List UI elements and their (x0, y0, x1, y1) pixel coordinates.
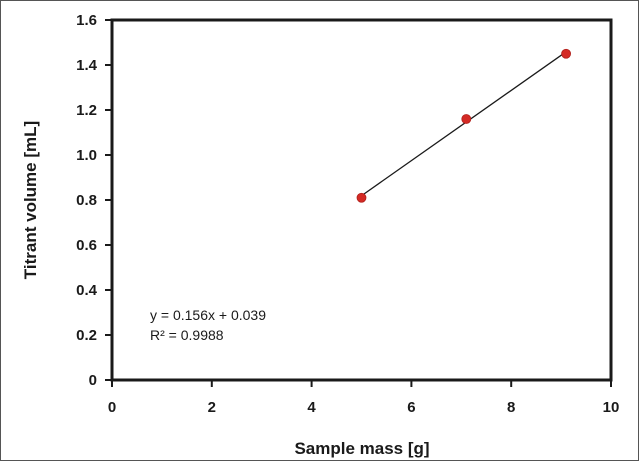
y-tick-label: 1.6 (76, 12, 97, 29)
data-point (461, 114, 472, 124)
y-tick-label: 1.0 (76, 147, 97, 164)
x-tick-label: 10 (603, 399, 620, 416)
data-point (356, 192, 367, 203)
regression-equation: y = 0.156x + 0.039 (150, 307, 266, 323)
y-tick-label: 1.4 (76, 57, 98, 74)
y-tick-label: 0.4 (76, 282, 98, 299)
r-squared-label: R² = 0.9988 (150, 327, 224, 343)
plot-layer: 0 2 4 6 8 10 0 0.2 0.4 0.6 0.8 1.0 1.2 1.4 1.6 (76, 12, 619, 416)
data-point (561, 48, 571, 59)
x-tick-label: 0 (108, 399, 116, 416)
x-tick-label: 2 (208, 399, 216, 416)
y-tick-label: 0.2 (76, 327, 97, 344)
y-axis-title: Titrant volume [mL] (21, 121, 40, 279)
x-tick-label: 6 (407, 399, 415, 416)
y-tick-label: 0 (89, 372, 97, 389)
y-tick-label: 0.8 (76, 192, 97, 209)
trendline (361, 51, 567, 197)
y-tick-label: 1.2 (76, 102, 97, 119)
x-tick-label: 8 (507, 399, 515, 416)
x-tick-label: 4 (307, 399, 316, 416)
x-axis-title: Sample mass [g] (294, 439, 429, 458)
y-tick-label: 0.6 (76, 237, 97, 254)
